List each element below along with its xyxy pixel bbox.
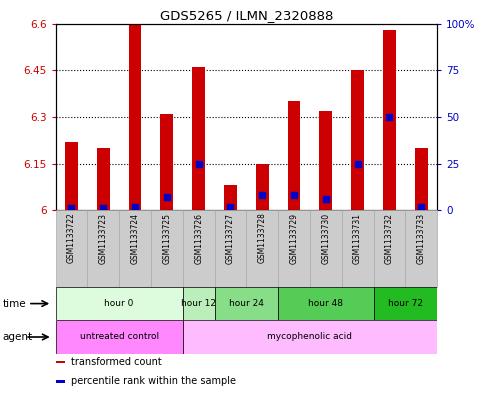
Text: GSM1133733: GSM1133733: [417, 213, 426, 264]
Bar: [183, 287, 214, 320]
Text: hour 24: hour 24: [229, 299, 264, 308]
Bar: [214, 210, 246, 287]
Text: GSM1133728: GSM1133728: [258, 213, 267, 263]
Text: mycophenolic acid: mycophenolic acid: [268, 332, 353, 342]
Text: hour 72: hour 72: [388, 299, 423, 308]
Bar: [183, 210, 214, 287]
Bar: [373, 287, 437, 320]
Bar: [56, 287, 183, 320]
Bar: [342, 210, 373, 287]
Text: GSM1133731: GSM1133731: [353, 213, 362, 264]
Text: GSM1133732: GSM1133732: [385, 213, 394, 264]
Bar: [319, 111, 332, 210]
Bar: [214, 287, 278, 320]
Bar: [373, 210, 405, 287]
Text: percentile rank within the sample: percentile rank within the sample: [71, 376, 236, 386]
Text: time: time: [2, 299, 26, 309]
Text: GSM1133723: GSM1133723: [99, 213, 108, 264]
Bar: [56, 320, 183, 354]
Bar: [224, 185, 237, 210]
Text: GSM1133722: GSM1133722: [67, 213, 76, 263]
Bar: [288, 101, 300, 210]
Bar: [192, 67, 205, 210]
Bar: [56, 210, 87, 287]
Text: GSM1133729: GSM1133729: [289, 213, 298, 264]
Bar: [278, 287, 373, 320]
Bar: [246, 210, 278, 287]
Bar: [278, 210, 310, 287]
Bar: [128, 24, 142, 210]
Bar: [405, 210, 437, 287]
Text: GSM1133724: GSM1133724: [130, 213, 140, 264]
Bar: [415, 148, 427, 210]
Text: hour 48: hour 48: [308, 299, 343, 308]
Bar: [87, 210, 119, 287]
Bar: [183, 320, 437, 354]
Bar: [65, 142, 78, 210]
Bar: [351, 70, 364, 210]
Text: agent: agent: [2, 332, 32, 342]
Title: GDS5265 / ILMN_2320888: GDS5265 / ILMN_2320888: [160, 9, 333, 22]
Text: GSM1133726: GSM1133726: [194, 213, 203, 264]
Text: hour 12: hour 12: [181, 299, 216, 308]
Bar: [160, 114, 173, 210]
Text: GSM1133727: GSM1133727: [226, 213, 235, 264]
Bar: [310, 210, 342, 287]
Text: untreated control: untreated control: [80, 332, 159, 342]
Bar: [97, 148, 110, 210]
Text: transformed count: transformed count: [71, 357, 161, 367]
Text: hour 0: hour 0: [104, 299, 134, 308]
Bar: [56, 361, 65, 363]
Bar: [119, 210, 151, 287]
Bar: [383, 30, 396, 210]
Bar: [56, 380, 65, 383]
Bar: [151, 210, 183, 287]
Text: GSM1133730: GSM1133730: [321, 213, 330, 264]
Bar: [256, 163, 269, 210]
Text: GSM1133725: GSM1133725: [162, 213, 171, 264]
